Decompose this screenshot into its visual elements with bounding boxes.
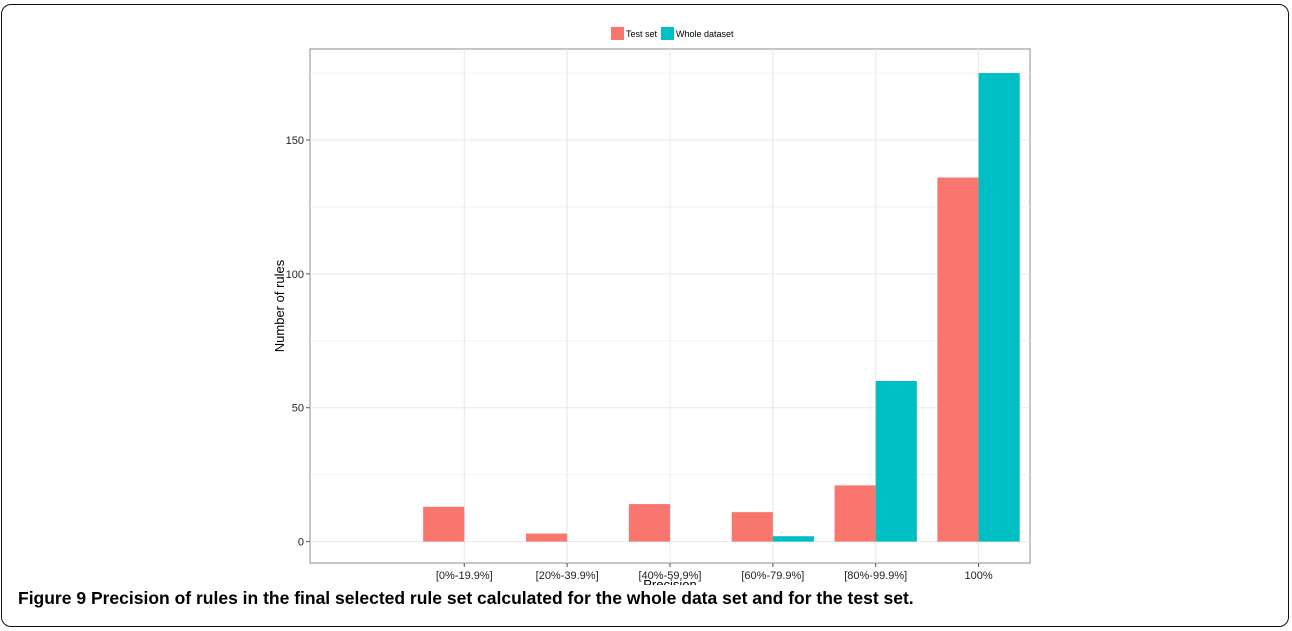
legend-key xyxy=(611,27,624,40)
x-tick-label: [0%-19.9%] xyxy=(436,570,493,582)
bar xyxy=(628,504,670,542)
x-tick-label: [80%-99.9%] xyxy=(844,570,907,582)
legend-label: Whole dataset xyxy=(676,29,734,39)
bar xyxy=(834,485,876,542)
y-tick-label: 150 xyxy=(286,135,304,147)
bar xyxy=(731,512,773,542)
y-tick-label: 100 xyxy=(286,269,304,281)
x-tick-label: 100% xyxy=(965,570,993,582)
y-tick-label: 50 xyxy=(292,403,304,415)
legend-label: Test set xyxy=(626,29,658,39)
y-axis-title: Number of rules xyxy=(272,259,287,352)
x-tick-label: [40%-59.9%] xyxy=(639,570,702,582)
bar xyxy=(423,506,465,542)
legend-key xyxy=(661,27,674,40)
bar xyxy=(937,177,979,542)
figure-caption: Figure 9 Precision of rules in the final… xyxy=(18,588,914,609)
x-tick-label: [60%-79.9%] xyxy=(741,570,804,582)
precision-bar-chart: 0 50 100 150 [0%-19.9%] [20%-39.9%] [40%-59.9%… xyxy=(272,27,1031,585)
x-tick-label: [20%-39.9%] xyxy=(536,570,599,582)
x-axis-title: Precision xyxy=(643,577,696,585)
figure-frame xyxy=(1,4,1289,627)
bar xyxy=(978,73,1020,542)
y-tick-label: 0 xyxy=(298,537,304,549)
bar xyxy=(772,536,814,542)
figure-caption-text: Precision of rules in the final selected… xyxy=(90,588,914,608)
bar xyxy=(875,380,917,542)
bar xyxy=(526,533,568,542)
figure-label: Figure 9 xyxy=(18,588,87,608)
